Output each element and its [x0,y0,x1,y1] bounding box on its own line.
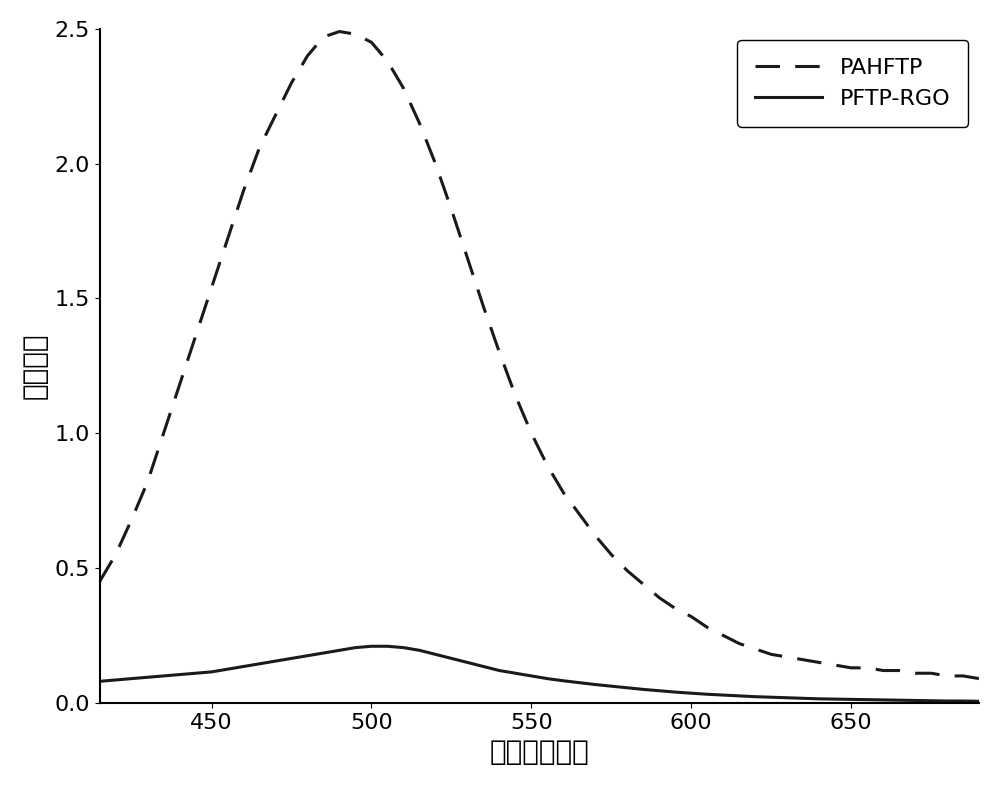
PAHFTP [781,652,793,662]
PFTP-RGO [653,686,665,696]
PAHFTP [605,550,617,560]
PFTP-RGO [685,689,697,698]
PFTP-RGO [94,677,106,686]
Line: PAHFTP: PAHFTP [100,31,979,678]
PFTP-RGO [781,693,793,703]
PFTP-RGO [365,641,377,651]
PAHFTP [973,674,985,683]
PFTP-RGO [605,682,617,691]
X-axis label: 波长（纳米）: 波长（纳米） [490,738,589,767]
Legend: PAHFTP, PFTP-RGO: PAHFTP, PFTP-RGO [737,40,968,127]
PFTP-RGO [110,675,122,685]
PAHFTP [685,611,697,621]
PAHFTP [653,593,665,603]
PAHFTP [429,159,441,168]
PFTP-RGO [973,696,985,706]
PAHFTP [110,550,122,560]
Line: PFTP-RGO: PFTP-RGO [100,646,979,701]
PAHFTP [94,577,106,586]
PAHFTP [333,27,345,36]
PFTP-RGO [429,649,441,659]
Y-axis label: 荧光强度: 荧光强度 [21,333,49,399]
